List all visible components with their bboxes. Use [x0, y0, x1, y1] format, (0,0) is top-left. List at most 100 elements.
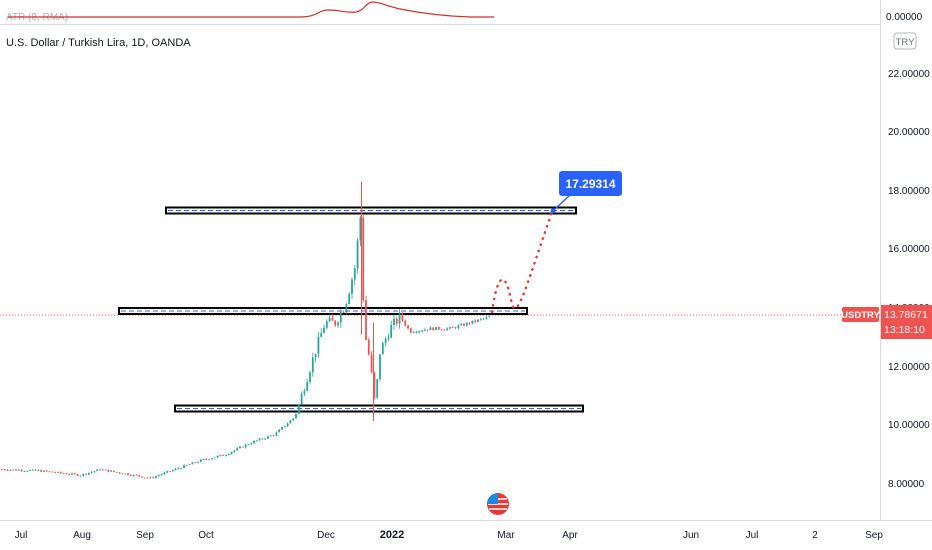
candle-body [415, 332, 418, 333]
candle-body [463, 323, 465, 326]
level-lines[interactable] [118, 206, 584, 413]
candle-body [160, 474, 163, 476]
candle-body [468, 322, 471, 324]
candle-body [45, 470, 48, 472]
candle-body [488, 316, 491, 318]
candle-body [412, 332, 415, 334]
candle-body [253, 440, 255, 444]
candle-body [213, 457, 216, 459]
candle-body [328, 317, 331, 322]
y-tick-label: 22.00000 [888, 69, 930, 80]
candle-body [157, 475, 160, 477]
candle-body [379, 354, 381, 380]
candle-body [423, 329, 426, 331]
y-tick-label: 10.00000 [888, 420, 930, 431]
candle-body [387, 337, 390, 339]
candle-body [110, 470, 113, 472]
currency-button[interactable]: TRY [893, 32, 917, 50]
candlestick-series [1, 181, 491, 479]
candle-body [62, 473, 65, 474]
candle-body [432, 327, 435, 331]
candle-body [3, 469, 6, 471]
x-tick-label: Aug [73, 530, 91, 541]
candle-body [104, 469, 107, 471]
x-tick-label: Jun [683, 530, 699, 541]
y-axis[interactable]: 22.00000 20.00000 18.00000 16.00000 14.0… [888, 69, 930, 490]
candle-body [295, 413, 297, 419]
resistance-level-middle[interactable] [118, 307, 528, 315]
candle-body [269, 435, 272, 437]
candle-body [255, 440, 258, 442]
candle-body [222, 454, 225, 456]
resistance-level-top[interactable] [165, 206, 577, 215]
candle-body [191, 462, 194, 465]
candle-body [407, 325, 409, 329]
candle-body [20, 469, 23, 472]
candle-body [471, 320, 474, 324]
atr-pane: ATR (8, RMA) 0.00000 [0, 0, 923, 520]
candle-body [370, 354, 373, 373]
candle-body [143, 477, 146, 479]
candle-body [281, 427, 283, 430]
candle-body [300, 393, 303, 405]
candle-body [267, 436, 269, 439]
candle-body [129, 475, 132, 476]
candle-body [247, 444, 250, 446]
candle-body [197, 461, 199, 463]
candle-body [278, 429, 281, 433]
x-tick-label: Mar [497, 530, 515, 541]
candle-body [127, 473, 129, 476]
candle-body [99, 469, 101, 471]
candle-body [194, 462, 197, 464]
target-price-callout[interactable]: 17.29314 [550, 171, 623, 214]
candle-body [446, 328, 449, 330]
currency-button-label: TRY [896, 37, 915, 48]
candle-body [174, 468, 177, 471]
x-axis[interactable]: Jul Aug Sep Oct Dec 2022 Mar Apr Jun Jul… [0, 520, 932, 542]
candle-body [59, 471, 62, 474]
candle-body [460, 323, 463, 326]
candle-body [353, 268, 356, 280]
atr-line [8, 1, 494, 18]
x-tick-label: Apr [562, 530, 578, 541]
candle-body [283, 426, 286, 428]
candle-body [199, 459, 202, 462]
support-level-bottom[interactable] [174, 404, 584, 413]
candle-body [135, 474, 138, 476]
candle-body [183, 465, 185, 469]
candle-body [381, 343, 384, 355]
candle-body [169, 471, 171, 472]
x-tick-label: Jul [15, 530, 28, 541]
y-tick-label: 18.00000 [888, 186, 930, 197]
candle-body [342, 312, 345, 313]
target-price-label: 17.29314 [565, 177, 615, 191]
candle-body [15, 469, 17, 471]
candle-body [29, 470, 31, 471]
candle-body [325, 321, 328, 328]
candle-body [225, 455, 227, 456]
candle-body [401, 312, 404, 321]
candle-body [219, 454, 222, 456]
candle-body [115, 471, 118, 473]
candle-body [261, 438, 264, 440]
candle-body [348, 293, 351, 305]
candle-body [404, 320, 407, 326]
candle-body [443, 329, 446, 331]
candle-body [272, 435, 275, 437]
candle-body [275, 432, 278, 436]
candle-body [264, 438, 267, 440]
candle-body [320, 333, 323, 337]
symbol-price-tag[interactable]: USDTRY 13.78671 13:18:10 [841, 305, 932, 339]
candle-body [477, 319, 479, 322]
candle-body [68, 474, 71, 476]
candle-body [292, 418, 295, 421]
candle-body [230, 451, 233, 454]
candle-body [51, 471, 54, 473]
candle-body [73, 473, 76, 475]
candle-body [57, 471, 59, 473]
candle-body [155, 476, 157, 478]
candle-body [351, 279, 353, 294]
candle-body [141, 476, 143, 478]
candle-body [485, 317, 488, 319]
